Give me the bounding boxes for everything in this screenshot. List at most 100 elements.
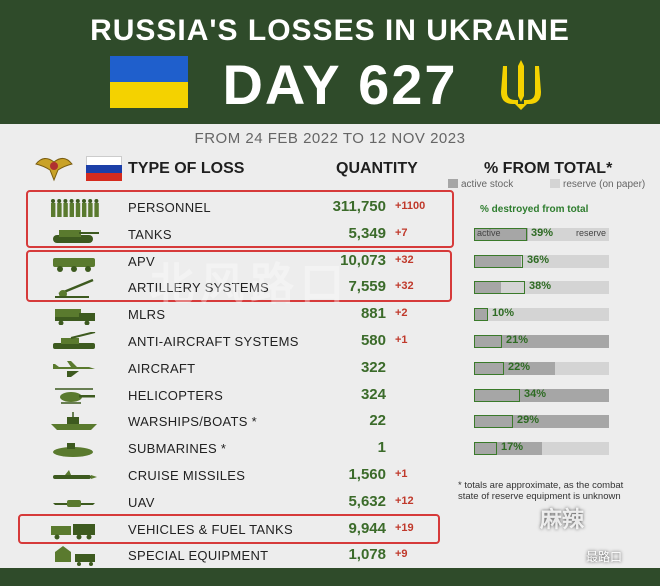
special-equipment-icon — [55, 546, 95, 567]
row-daily-change: +12 — [395, 494, 414, 507]
highlight-box — [18, 514, 440, 544]
percent-label: 29% — [517, 414, 540, 427]
row-quantity: 10,073 — [340, 251, 386, 269]
destroyed-fill — [474, 415, 513, 429]
row-daily-change: +7 — [395, 226, 408, 239]
percent-bar: 10% — [474, 307, 609, 322]
percent-bar: 34% — [474, 387, 609, 402]
row-quantity: 1 — [377, 439, 386, 457]
row-label: VEHICLES & FUEL TANKS — [128, 521, 293, 537]
percent-label: 22% — [508, 360, 531, 373]
percent-bar: active reserve 39% — [474, 226, 609, 241]
row-daily-change: +32 — [395, 253, 414, 266]
row-quantity: 5,632 — [348, 492, 386, 510]
legend-active: active stock — [448, 179, 513, 190]
percent-label: 10% — [492, 307, 515, 320]
row-label: TANKS — [128, 226, 172, 242]
aircraft-icon — [53, 360, 95, 377]
active-stock-segment — [474, 281, 501, 295]
percent-label: 21% — [506, 334, 529, 346]
russia-flag-icon — [86, 156, 122, 181]
destroyed-fill — [474, 335, 502, 348]
destroyed-fill — [474, 388, 520, 402]
percent-bar: 22% — [474, 360, 609, 375]
row-label: PERSONNEL — [128, 200, 211, 215]
table-row: APV 10,073 +32 36% — [0, 249, 660, 275]
vehicles-icon — [51, 523, 95, 540]
active-stock-segment — [474, 442, 542, 456]
percent-label: 34% — [524, 387, 547, 400]
active-inline-label: active — [477, 227, 501, 238]
active-stock-segment — [474, 388, 609, 402]
row-quantity: 324 — [360, 385, 386, 403]
destroyed-fill — [474, 361, 504, 375]
cruise-missile-icon — [53, 470, 97, 479]
warship-icon — [51, 412, 97, 431]
percent-bar: 29% — [474, 414, 609, 429]
row-label: MLRS — [128, 307, 166, 323]
row-quantity: 1,560 — [348, 466, 386, 483]
apv-icon — [53, 257, 95, 272]
watermark-handle: 最路口 — [586, 550, 623, 564]
table-row: WARSHIPS/BOATS * 22 29% — [0, 409, 660, 435]
column-header-percent: % FROM TOTAL* — [484, 160, 613, 177]
table-row: ANTI-AIRCRAFT SYSTEMS 580 +1 21% — [0, 329, 660, 355]
destroyed-fill — [474, 308, 488, 322]
watermark-corner: 麻辣 — [540, 507, 585, 532]
active-stock-segment — [474, 335, 609, 348]
helicopter-icon — [55, 387, 95, 404]
date-range: FROM 24 FEB 2022 TO 12 NOV 2023 — [194, 130, 466, 147]
watermark-center: 北风路口 — [150, 260, 350, 309]
table-row: ARTILLERY SYSTEMS 7,559 +32 38% — [0, 275, 660, 301]
row-daily-change: +1 — [395, 334, 408, 346]
active-stock-segment — [474, 254, 521, 268]
active-stock-segment — [474, 361, 555, 375]
row-daily-change: +1 — [395, 468, 408, 480]
row-label: WARSHIPS/BOATS * — [128, 414, 258, 430]
reserve-inline-label: reserve — [575, 227, 606, 238]
percent-label: 38% — [529, 280, 552, 293]
mlrs-icon — [55, 309, 95, 326]
tank-icon — [53, 229, 99, 243]
row-daily-change: +1100 — [395, 200, 426, 212]
row-quantity: 9,944 — [348, 519, 386, 537]
russian-army-emblem-icon — [35, 158, 73, 182]
percent-bar: 21% — [474, 334, 609, 348]
row-daily-change: +2 — [395, 307, 408, 320]
row-daily-change: +19 — [395, 521, 414, 534]
column-header-type: TYPE OF LOSS — [128, 160, 245, 177]
percent-bar: 36% — [474, 254, 609, 268]
percent-label: 17% — [501, 441, 524, 454]
highlight-box — [26, 190, 454, 248]
row-quantity: 22 — [369, 412, 386, 430]
row-label: ANTI-AIRCRAFT SYSTEMS — [128, 334, 299, 349]
destroyed-fill — [474, 442, 497, 456]
footer-banner — [0, 568, 660, 586]
row-quantity: 322 — [360, 358, 386, 376]
row-quantity: 5,349 — [348, 224, 386, 242]
row-label: CRUISE MISSILES — [128, 468, 246, 483]
ukraine-flag-icon — [110, 56, 188, 108]
table-row: PERSONNEL 311,750 +1100 — [0, 195, 660, 221]
destroyed-fill — [474, 227, 527, 241]
artillery-icon — [55, 279, 94, 299]
percent-bar: 17% — [474, 441, 609, 456]
footnote: * totals are approximate, as the combat … — [458, 480, 624, 502]
row-quantity: 7,559 — [348, 278, 386, 296]
destroyed-fill — [474, 281, 525, 295]
table-row: UAV 5,632 +12 — [0, 490, 660, 516]
table-row: CRUISE MISSILES 1,560 +1 — [0, 463, 660, 489]
table-row: HELICOPTERS 324 34% — [0, 383, 660, 409]
percent-label: 39% — [531, 226, 554, 239]
table-row: TANKS 5,349 +7 active reserve 39% — [0, 222, 660, 248]
active-stock-segment — [474, 227, 528, 241]
table-row: AIRCRAFT 322 22% — [0, 356, 660, 382]
row-label: UAV — [128, 494, 155, 510]
page-title: RUSSIA'S LOSSES IN UKRAINE — [90, 14, 570, 47]
table-row: SPECIAL EQUIPMENT 1,078 +9 — [0, 543, 660, 569]
uav-icon — [53, 499, 95, 507]
percent-bar: 38% — [474, 280, 609, 295]
trident-icon — [501, 60, 541, 110]
row-quantity: 881 — [360, 305, 386, 323]
active-stock-segment — [474, 308, 488, 322]
